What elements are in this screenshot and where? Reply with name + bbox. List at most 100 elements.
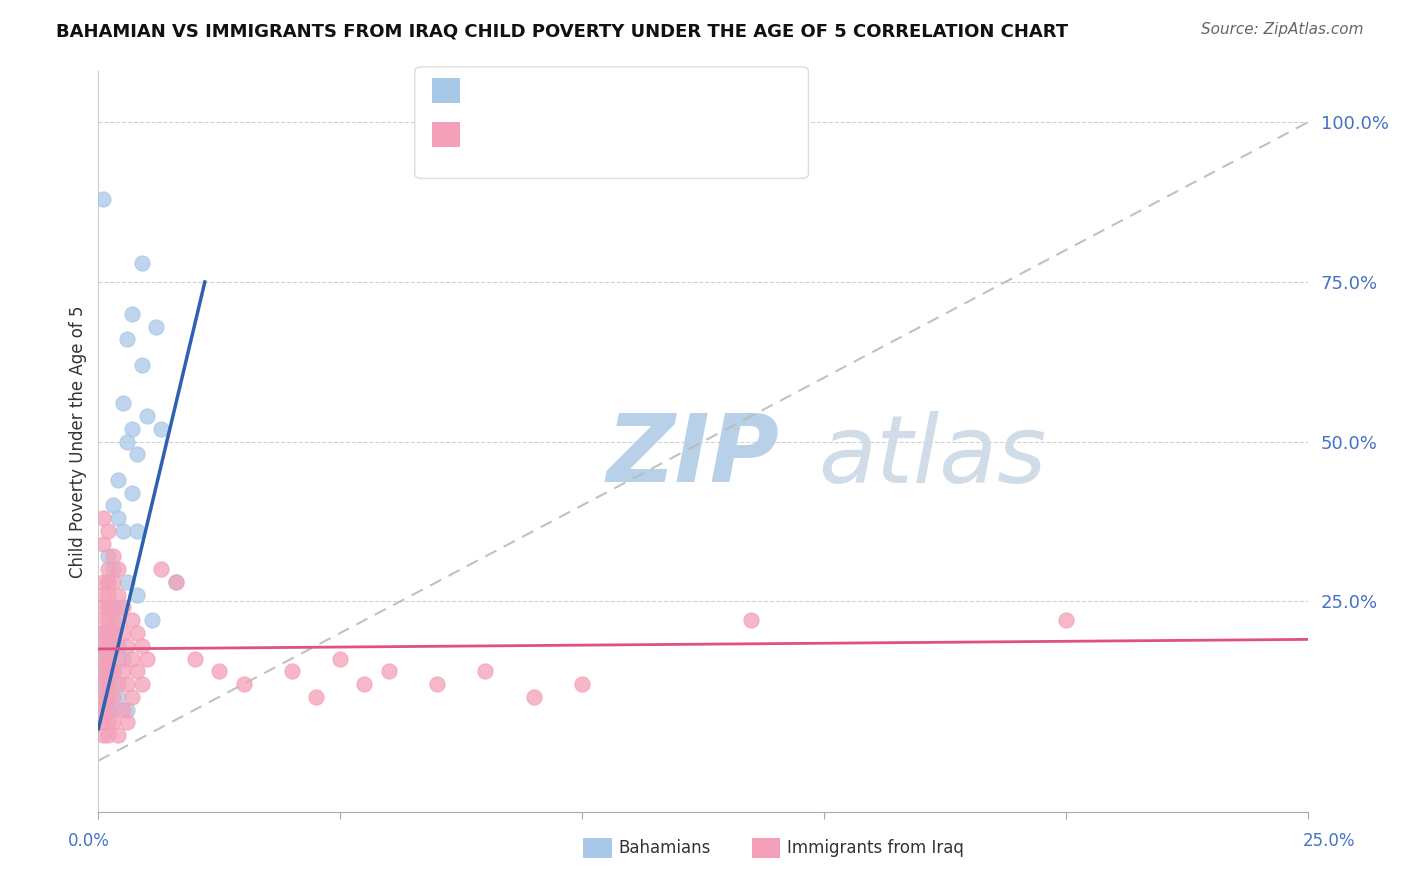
Point — [121, 690, 143, 704]
Point — [474, 665, 496, 679]
Point — [97, 549, 120, 564]
Point — [101, 499, 124, 513]
Point — [121, 651, 143, 665]
Point — [101, 665, 124, 679]
Point — [111, 626, 134, 640]
Point — [101, 626, 124, 640]
Point — [232, 677, 254, 691]
Point — [97, 613, 120, 627]
Point — [91, 665, 114, 679]
Point — [127, 447, 149, 461]
Point — [131, 358, 153, 372]
Point — [97, 665, 120, 679]
Point — [91, 715, 114, 730]
Point — [329, 651, 352, 665]
Text: BAHAMIAN VS IMMIGRANTS FROM IRAQ CHILD POVERTY UNDER THE AGE OF 5 CORRELATION CH: BAHAMIAN VS IMMIGRANTS FROM IRAQ CHILD P… — [56, 22, 1069, 40]
Point — [91, 536, 114, 550]
Point — [107, 600, 129, 615]
Point — [97, 715, 120, 730]
Text: Bahamians: Bahamians — [619, 839, 711, 857]
Point — [91, 639, 114, 653]
Point — [111, 665, 134, 679]
Text: 0.0%: 0.0% — [67, 831, 110, 849]
Point — [91, 588, 114, 602]
Point — [91, 613, 114, 627]
Point — [97, 677, 120, 691]
Point — [101, 665, 124, 679]
Text: atlas: atlas — [818, 411, 1046, 502]
Point — [101, 690, 124, 704]
Point — [97, 626, 120, 640]
Y-axis label: Child Poverty Under the Age of 5: Child Poverty Under the Age of 5 — [69, 305, 87, 578]
Point — [97, 728, 120, 742]
Point — [127, 524, 149, 538]
Point — [165, 574, 187, 589]
Point — [127, 626, 149, 640]
Point — [107, 639, 129, 653]
Point — [740, 613, 762, 627]
Point — [97, 639, 120, 653]
Point — [111, 524, 134, 538]
Point — [111, 396, 134, 410]
Point — [101, 613, 124, 627]
Point — [107, 473, 129, 487]
Point — [91, 703, 114, 717]
Point — [91, 677, 114, 691]
Point — [111, 600, 134, 615]
Point — [305, 690, 328, 704]
Point — [208, 665, 231, 679]
Point — [91, 511, 114, 525]
Point — [97, 600, 120, 615]
Point — [131, 256, 153, 270]
Point — [117, 434, 139, 449]
Point — [97, 626, 120, 640]
Point — [111, 703, 134, 717]
Point — [91, 728, 114, 742]
Point — [117, 333, 139, 347]
Point — [91, 639, 114, 653]
Text: Immigrants from Iraq: Immigrants from Iraq — [787, 839, 965, 857]
Text: 25.0%: 25.0% — [1302, 831, 1355, 849]
Point — [127, 588, 149, 602]
Point — [91, 651, 114, 665]
Point — [107, 562, 129, 576]
Point — [571, 677, 593, 691]
Point — [107, 677, 129, 691]
Point — [117, 703, 139, 717]
Point — [523, 690, 546, 704]
Point — [107, 613, 129, 627]
Point — [97, 574, 120, 589]
Point — [91, 690, 114, 704]
Point — [97, 690, 120, 704]
Point — [97, 588, 120, 602]
Point — [97, 703, 120, 717]
Point — [377, 665, 399, 679]
Point — [97, 703, 120, 717]
Point — [101, 562, 124, 576]
Point — [97, 639, 120, 653]
Point — [127, 665, 149, 679]
Point — [117, 677, 139, 691]
Point — [135, 409, 157, 423]
Point — [91, 677, 114, 691]
Point — [121, 307, 143, 321]
Point — [101, 600, 124, 615]
Point — [141, 613, 163, 627]
Text: ZIP: ZIP — [606, 410, 779, 502]
Point — [131, 677, 153, 691]
Point — [91, 665, 114, 679]
Point — [117, 715, 139, 730]
Point — [165, 574, 187, 589]
Point — [111, 651, 134, 665]
Point — [97, 600, 120, 615]
Point — [101, 677, 124, 691]
Point — [135, 651, 157, 665]
Point — [101, 639, 124, 653]
Point — [97, 524, 120, 538]
Point — [184, 651, 207, 665]
Point — [91, 192, 114, 206]
Point — [101, 626, 124, 640]
Point — [101, 715, 124, 730]
Point — [91, 600, 114, 615]
Point — [91, 703, 114, 717]
